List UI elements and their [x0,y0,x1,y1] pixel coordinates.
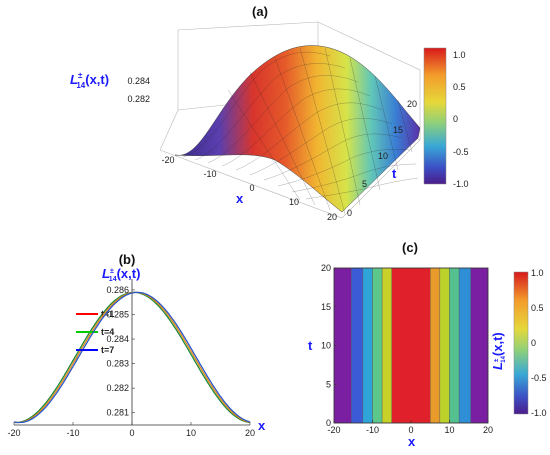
colorbar-a-tick: -0.5 [453,147,469,157]
t-tick: 15 [393,125,403,135]
x-tick: -10 [203,169,216,179]
colorbar-a-tick: 1.0 [453,50,466,60]
surface-mesh [174,45,421,213]
heatmap-band [470,267,489,424]
z-axis: 0.284 0.282 L± 14(x,t) [70,71,150,104]
y-tick-label: 20 [321,263,331,273]
y-tick-label: 5 [326,379,331,389]
line-chart-b: -20 -10 0 10 20 0.281 0.282 0.283 0.284 0.285 0.28… [7,279,255,438]
x-tick: 10 [289,197,299,207]
panel-c-label: (c) [402,240,418,255]
x-tick: 0 [249,183,254,193]
t-tick: 5 [362,179,367,189]
colorbar-a: 1.0 0.5 0 -0.5 -1.0 [423,47,469,189]
heatmap-band [430,267,441,424]
y-tick-label: 15 [321,302,331,312]
colorbar-a-tick: 0 [453,114,458,124]
heatmap-band [439,267,450,424]
y-tick-label: 0.286 [106,285,129,295]
z-tick: 0.282 [127,94,150,104]
x-tick-label: 10 [186,428,196,438]
heatmap-c: -20 -10 0 10 20 0 5 10 15 20 [321,263,493,435]
panel-b: (b) L± 14(x,t) -20 -10 0 10 20 0.281 0.282 0.283… [7,252,266,438]
series-line [13,291,251,424]
y-tick-label: 0.281 [106,408,129,418]
panel-c: (c) -20 -10 0 10 20 0 5 10 15 20 t x 1.0 0.5 0 -0… [308,240,547,449]
t-tick: 20 [407,99,417,109]
x-tick-label: 0 [129,428,134,438]
t-tick: 0 [347,208,352,218]
x-tick: 20 [327,212,337,222]
heatmap-band [351,267,364,424]
x-tick-label: 10 [444,425,454,435]
x-tick-label: -20 [327,425,340,435]
y-axis-label-c: t [308,338,313,353]
colorbar-c-gradient [513,271,529,415]
panel-a-label: (a) [252,4,268,19]
y-tick-label: 0.283 [106,359,129,369]
z-axis-label: L± 14(x,t) [70,71,109,90]
colorbar-c: 1.0 0.5 0 -0.5 -1.0 L±14(x,t) [490,268,547,418]
t-axis-label-3d: t [392,166,397,181]
surface-gridlines [182,47,419,215]
x-axis-label-3d: x [236,191,244,206]
legend-label: t=4 [101,327,114,337]
colorbar-a-gradient [423,47,447,185]
heatmap-band [458,267,471,424]
y-tick-label: 0.282 [106,383,129,393]
colorbar-c-label: L±14(x,t) [490,332,507,370]
x-tick-label: -20 [7,428,20,438]
colorbar-c-tick: -0.5 [531,373,547,383]
heatmap-band [391,267,431,424]
heatmap-band [381,267,392,424]
x-tick-label: -10 [66,428,79,438]
z-tick: 0.284 [127,76,150,86]
surface-plot [174,45,421,215]
colorbar-c-tick: 1.0 [531,268,544,278]
heatmap-band [362,267,373,424]
colorbar-c-tick: -1.0 [531,408,547,418]
x-tick-label: 20 [483,425,493,435]
y-tick-label: 0 [326,418,331,428]
legend-label: t=1 [101,309,114,319]
t-axis-3d: 0 5 10 15 20 [347,99,417,218]
colorbar-a-tick: 0.5 [453,82,466,92]
colorbar-c-tick: 0.5 [531,303,544,313]
legend-label: t=7 [101,345,114,355]
x-axis-label-c: x [408,434,416,449]
x-tick-label: 20 [245,428,255,438]
y-tick-label: 10 [321,341,331,351]
y-tick-label: 0.285 [106,309,129,319]
x-axis-3d: -20 -10 0 10 20 [161,155,337,222]
colorbar-a-tick: -1.0 [453,179,469,189]
y-tick-label: 0.284 [106,334,129,344]
y-axis-label-b: L± 14(x,t) [102,266,140,283]
panel-a: (a) [70,4,469,222]
heatmap-band [372,267,383,424]
heatmap-band [449,267,460,424]
panel-b-label: (b) [119,252,136,267]
x-tick-label: -10 [366,425,379,435]
x-axis-label-b: x [258,418,266,433]
x-tick: -20 [161,155,174,165]
colorbar-c-tick: 0 [531,338,536,348]
x-tick-label: 0 [408,425,413,435]
t-tick: 10 [378,151,388,161]
